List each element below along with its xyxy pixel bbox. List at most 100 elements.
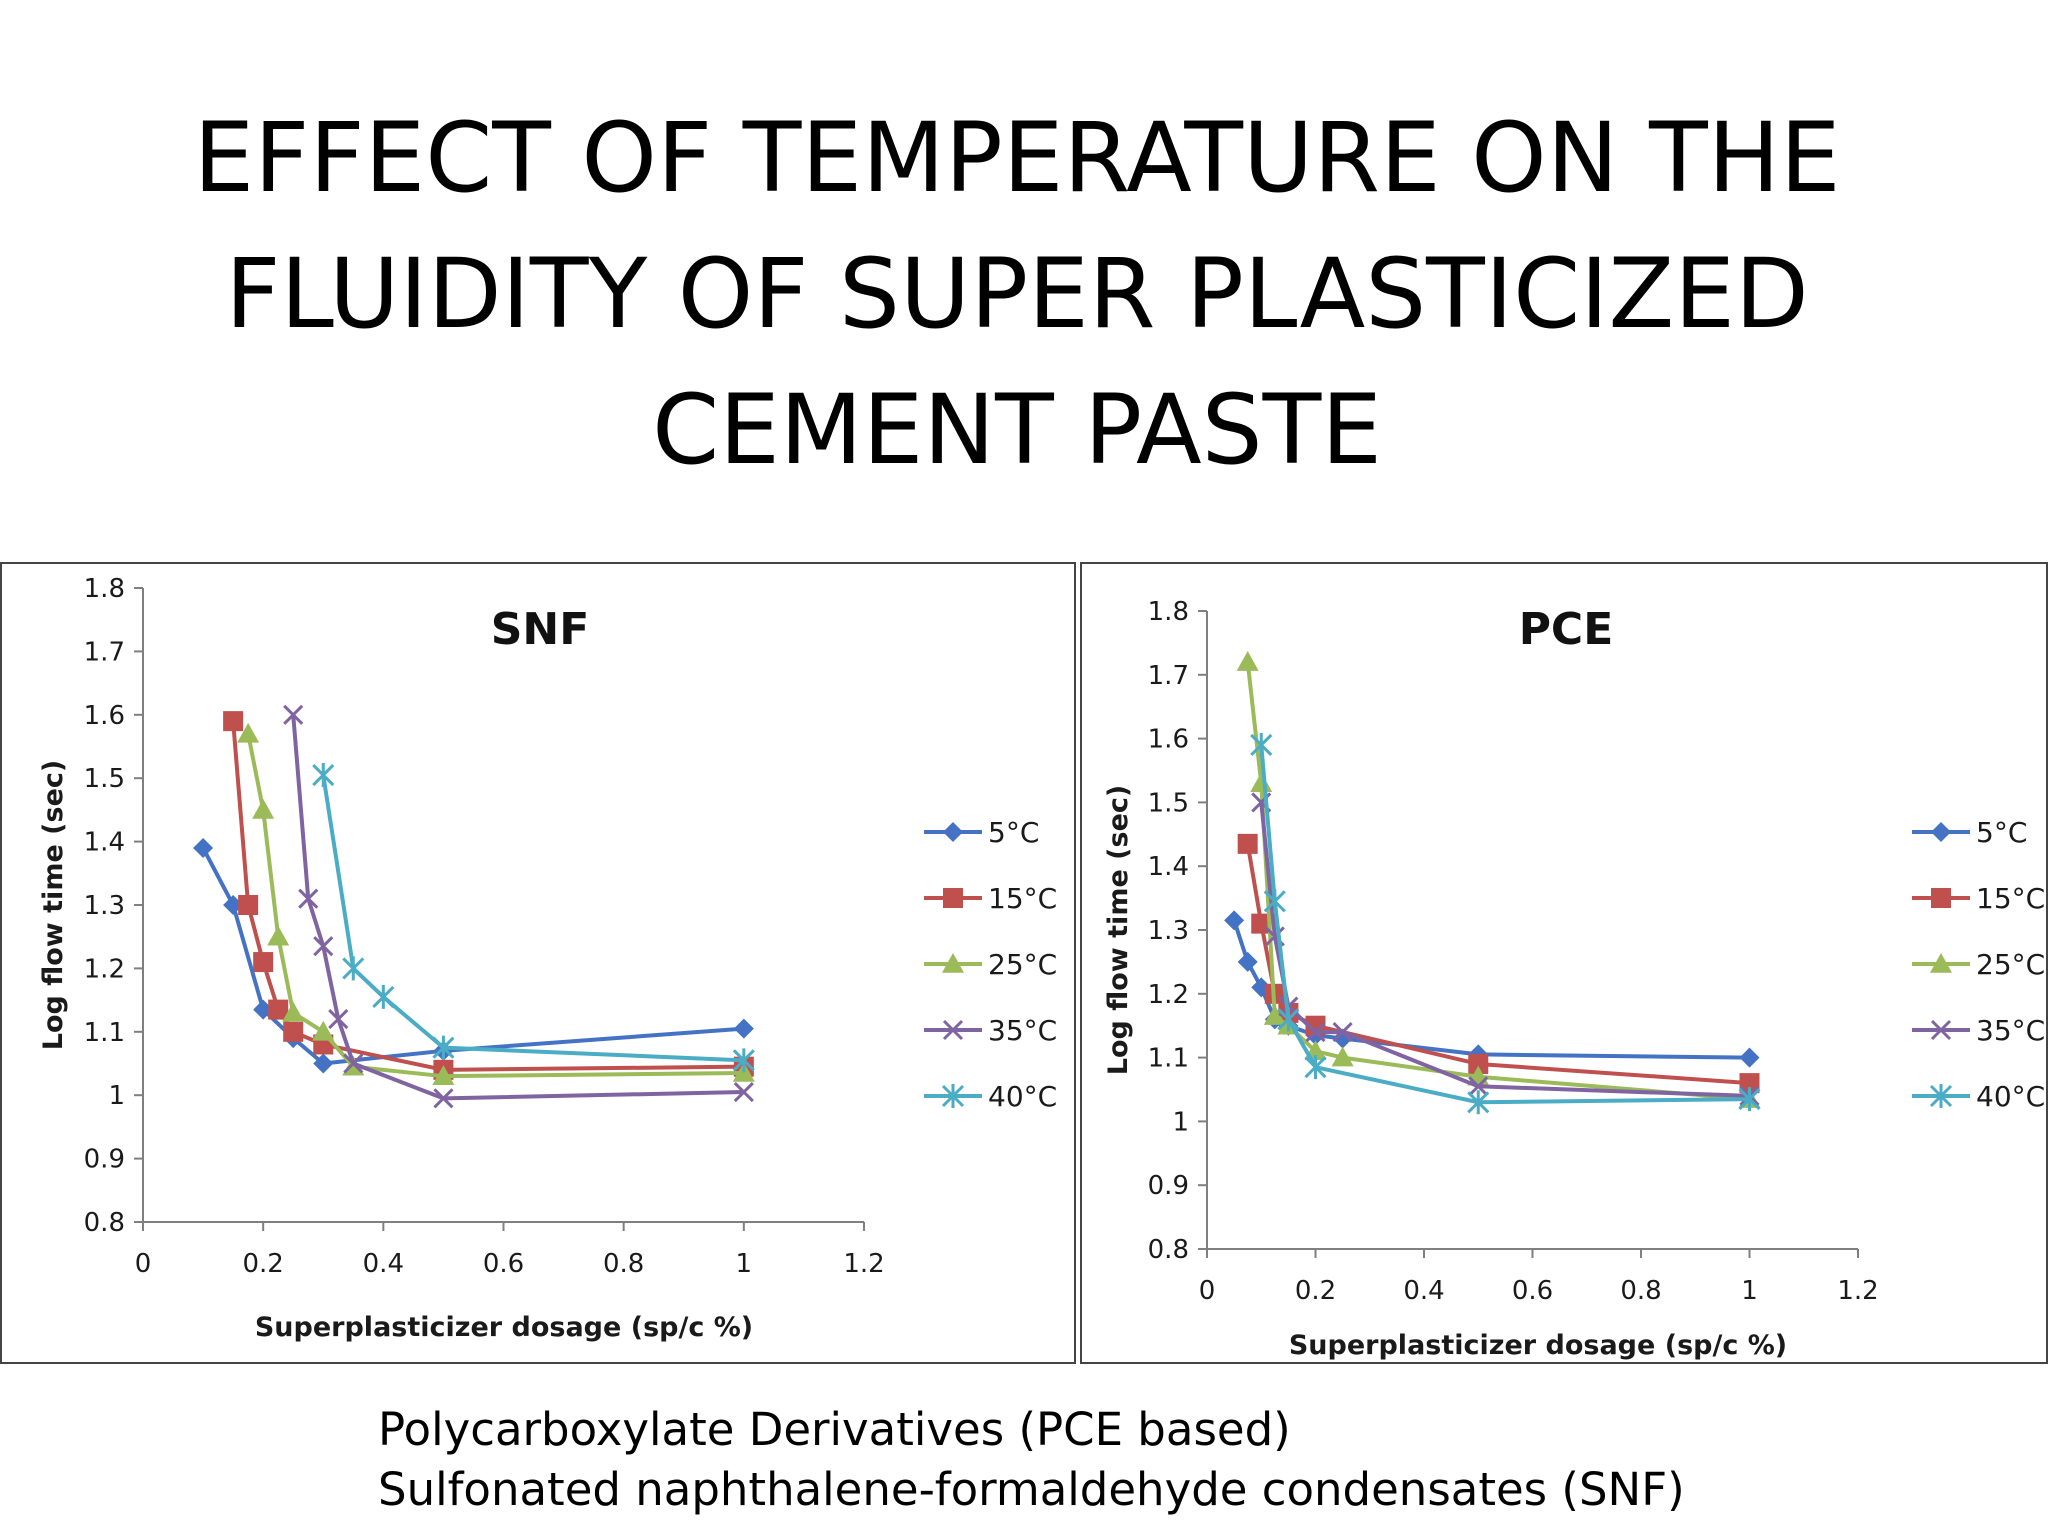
pce-data-point	[1224, 910, 1245, 931]
snf-data-point	[283, 704, 304, 725]
snf-chart-title: SNF	[491, 604, 590, 655]
snf-legend-label: 15°C	[988, 882, 1057, 915]
snf-y-tick-label: 1.6	[84, 701, 125, 731]
snf-x-tick-label: 0.2	[242, 1249, 283, 1279]
pce-data-point	[1250, 772, 1273, 793]
snf-data-point	[238, 895, 259, 915]
pce-series-3	[1251, 792, 1760, 1106]
notes: Polycarboxylate Derivatives (PCE based) …	[378, 1400, 1685, 1520]
pce-legend-entry: 40°C	[1912, 1080, 2045, 1113]
snf-legend-label: 40°C	[988, 1080, 1057, 1113]
pce-data-point	[1738, 1087, 1761, 1112]
pce-series-4	[1250, 732, 1761, 1115]
pce-data-point	[1305, 1022, 1326, 1043]
snf-data-point	[312, 763, 335, 788]
snf-legend-marker	[943, 822, 963, 842]
snf-series-0	[193, 837, 754, 1074]
pce-data-point	[1332, 1028, 1353, 1049]
snf-x-tick-label: 0	[135, 1249, 152, 1279]
snf-x-tick-label: 1.2	[843, 1249, 884, 1279]
pce-y-tick-label: 1	[1172, 1107, 1189, 1137]
snf-y-tick-label: 0.9	[84, 1145, 125, 1175]
pce-data-point	[1304, 1055, 1327, 1080]
pce-data-point	[1250, 732, 1273, 757]
snf-data-point	[223, 895, 244, 915]
pce-y-tick-label: 1.6	[1148, 725, 1189, 755]
pce-data-point	[1277, 1007, 1300, 1032]
snf-data-point	[267, 925, 290, 946]
pce-data-point	[1236, 651, 1259, 671]
snf-data-point	[313, 936, 334, 957]
pce-series-line	[1245, 843, 1750, 1086]
pce-series-line	[1259, 744, 1750, 1105]
pce-x-tick-label: 0.4	[1403, 1276, 1444, 1306]
pce-legend-label: 25°C	[1976, 948, 2045, 981]
pce-data-point	[1468, 1053, 1489, 1074]
pce-chart-panel: 0.8 0.9 1 1.1 1.2 1.3 1.4 1.5 1.6 1.7 1.8 0 0.2 0.4 0.…	[1080, 562, 2048, 1364]
snf-data-point	[313, 1053, 334, 1074]
snf-data-point	[268, 999, 289, 1020]
pce-legend-label: 15°C	[1976, 882, 2045, 915]
pce-legend-marker	[1929, 1084, 1953, 1108]
pce-data-point	[1332, 1022, 1353, 1043]
note-snf: Sulfonated naphthalene-formaldehyde cond…	[378, 1463, 1685, 1516]
pce-y-axis-title: Log flow time (sec)	[1103, 785, 1134, 1075]
snf-legend-marker	[942, 1019, 964, 1041]
snf-y-tick-label: 0.8	[84, 1208, 125, 1238]
pce-legend-entry: 15°C	[1912, 882, 2045, 915]
pce-data-point	[1739, 1073, 1760, 1094]
slide-title-line-1: EFFECT OF TEMPERATURE ON THE	[193, 102, 1841, 214]
pce-chart: 0.8 0.9 1 1.1 1.2 1.3 1.4 1.5 1.6 1.7 1.8 0 0.2 0.4 0.…	[1103, 597, 2045, 1361]
snf-legend-entry: 40°C	[924, 1080, 1057, 1113]
pce-data-point	[1331, 1046, 1354, 1067]
snf-chart-panel: 0.8 0.9 1 1.1 1.2 1.3 1.4 1.5 1.6 1.7 1.8 0 0.2 0.4 0.…	[0, 562, 1076, 1364]
snf-y-tick-label: 1.1	[84, 1018, 125, 1048]
snf-data-point	[193, 837, 214, 858]
snf-series-line	[321, 774, 744, 1063]
pce-data-point	[1263, 889, 1286, 914]
snf-data-point	[732, 1048, 755, 1073]
pce-legend-marker	[1931, 822, 1951, 842]
snf-x-axis-title: Superplasticizer dosage (sp/c %)	[255, 1312, 753, 1343]
snf-data-point	[433, 1088, 454, 1109]
pce-legend-marker	[1930, 1019, 1952, 1041]
snf-series-line	[246, 733, 744, 1079]
pce-x-tick-label: 0.8	[1620, 1276, 1661, 1306]
pce-y-tick-label: 1.1	[1148, 1044, 1189, 1074]
pce-legend-label: 5°C	[1976, 816, 2027, 849]
snf-data-point	[328, 1009, 349, 1030]
snf-data-point	[282, 1001, 305, 1022]
pce-data-point	[1237, 833, 1258, 854]
pce-legend-entry: 35°C	[1912, 1014, 2045, 1047]
snf-legend-label: 35°C	[988, 1014, 1057, 1047]
snf-data-point	[733, 1018, 754, 1039]
snf-y-tick-label: 1.4	[84, 828, 125, 858]
snf-legend-label: 5°C	[988, 816, 1039, 849]
snf-data-point	[253, 999, 274, 1020]
pce-y-tick-label: 1.7	[1148, 661, 1189, 691]
pce-y-tick-label: 1.4	[1148, 852, 1189, 882]
pce-data-point	[1237, 951, 1258, 972]
snf-data-point	[432, 1065, 455, 1085]
slide-title-line-2: FLUIDITY OF SUPER PLASTICIZED	[225, 238, 1809, 350]
snf-data-point	[223, 711, 244, 732]
pce-y-tick-label: 0.9	[1148, 1171, 1189, 1201]
snf-data-point	[252, 798, 275, 819]
pce-data-point	[1468, 1076, 1489, 1097]
snf-y-tick-label: 1.5	[84, 764, 125, 794]
snf-series-3	[283, 704, 754, 1109]
pce-legend-entry: 25°C	[1912, 948, 2045, 981]
pce-x-tick-label: 1.2	[1837, 1276, 1878, 1306]
snf-y-tick-label: 1.3	[84, 891, 125, 921]
pce-y-tick-label: 0.8	[1148, 1235, 1189, 1265]
pce-data-point	[1251, 977, 1272, 998]
slide-title: EFFECT OF TEMPERATURE ON THE FLUIDITY OF…	[0, 90, 2034, 498]
pce-x-tick-label: 0.6	[1512, 1276, 1553, 1306]
snf-data-point	[237, 722, 260, 743]
snf-x-tick-label: 1	[736, 1249, 753, 1279]
snf-chart: 0.8 0.9 1 1.1 1.2 1.3 1.4 1.5 1.6 1.7 1.8 0 0.2 0.4 0.…	[38, 574, 1057, 1343]
pce-legend-label: 35°C	[1976, 1014, 2045, 1047]
snf-data-point	[343, 1053, 364, 1074]
snf-data-point	[432, 1035, 455, 1060]
pce-y-tick-label: 1.2	[1148, 980, 1189, 1010]
